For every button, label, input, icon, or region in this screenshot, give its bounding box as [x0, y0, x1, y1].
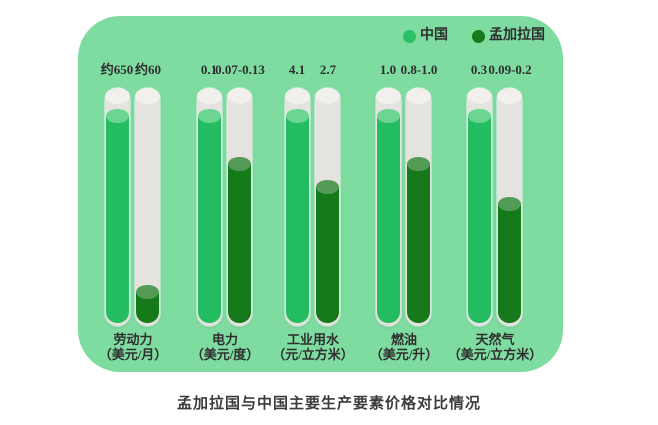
- category-name: 燃油: [390, 332, 417, 347]
- bar-group: 0.3 0.09-0.2 天然气 （美元/立方米）: [448, 16, 543, 372]
- value-label-bangladesh: 0.07-0.13: [215, 62, 265, 77]
- tube-bangladesh: [406, 88, 431, 326]
- category-name: 天然气: [475, 332, 515, 347]
- tube-pair: [197, 88, 252, 326]
- category-label: 工业用水 （元/立方米）: [272, 332, 354, 362]
- tube-bangladesh: [227, 88, 252, 326]
- fill-bangladesh: [136, 285, 159, 323]
- bar-group: 4.1 2.7 工业用水 （元/立方米）: [272, 16, 354, 372]
- tube-china: [467, 88, 492, 326]
- bar-group: 1.0 0.8-1.0 燃油 （美元/升）: [370, 16, 439, 372]
- bar-group: 0.1 0.07-0.13 电力 （美元/度）: [191, 16, 265, 372]
- legend-item-bangladesh: 孟加拉国: [472, 29, 545, 43]
- legend-label-china: 中国: [420, 28, 448, 43]
- category-unit: （元/立方米）: [272, 347, 354, 362]
- value-label-china: 0.3: [470, 62, 488, 77]
- value-label-bangladesh: 0.09-0.2: [488, 62, 532, 77]
- tube-china: [197, 88, 222, 326]
- fill-china: [106, 108, 129, 323]
- value-label-china: 1.0: [379, 62, 397, 77]
- category-name: 劳动力: [113, 332, 153, 347]
- legend-item-china: 中国: [403, 29, 448, 43]
- value-label-china: 约650: [100, 62, 134, 77]
- category-label: 燃油 （美元/升）: [370, 332, 439, 362]
- fill-bangladesh: [316, 180, 339, 323]
- value-label-bangladesh: 约60: [134, 62, 162, 77]
- category-label: 天然气 （美元/立方米）: [448, 332, 543, 362]
- category-unit: （美元/升）: [369, 347, 439, 362]
- fill-china: [286, 108, 309, 323]
- category-unit: （美元/月）: [98, 347, 168, 362]
- tube-china: [285, 88, 310, 326]
- chart-panel: 中国 孟加拉国 约650 约60 劳动力 （美元/月） 0.1 0.07-0.13 电力 （美…: [78, 16, 563, 372]
- fill-bangladesh: [498, 197, 521, 323]
- category-label: 劳动力 （美元/月）: [99, 332, 168, 362]
- tube-pair: [105, 88, 160, 326]
- value-labels: 0.1 0.07-0.13: [197, 62, 265, 78]
- tube-bangladesh: [497, 88, 522, 326]
- value-labels: 0.3 0.09-0.2: [467, 62, 532, 78]
- chart-title: 孟加拉国与中国主要生产要素价格对比情况: [176, 395, 481, 412]
- category-name: 工业用水: [286, 332, 339, 347]
- tube-china: [105, 88, 130, 326]
- tube-bangladesh: [135, 88, 160, 326]
- value-labels: 4.1 2.7: [285, 62, 340, 78]
- legend-label-bangladesh: 孟加拉国: [489, 28, 545, 43]
- bar-groups: 约650 约60 劳动力 （美元/月） 0.1 0.07-0.13 电力 （美元/度） 4.1 2…: [78, 16, 563, 372]
- legend-dot-china-icon: [403, 29, 416, 43]
- tube-china: [376, 88, 401, 326]
- tube-pair: [467, 88, 522, 326]
- legend-dot-bangladesh-icon: [472, 29, 485, 43]
- value-labels: 约650 约60: [101, 62, 162, 78]
- fill-bangladesh: [407, 156, 430, 323]
- bar-group: 约650 约60 劳动力 （美元/月）: [99, 16, 168, 372]
- value-label-china: 0.1: [200, 62, 218, 77]
- tube-pair: [376, 88, 431, 326]
- category-unit: （美元/立方米）: [447, 347, 543, 362]
- category-unit: （美元/度）: [190, 347, 260, 362]
- value-label-china: 4.1: [288, 62, 306, 77]
- fill-china: [377, 108, 400, 323]
- category-name: 电力: [211, 332, 238, 347]
- category-label: 电力 （美元/度）: [191, 332, 260, 362]
- value-label-bangladesh: 2.7: [319, 62, 337, 77]
- fill-china: [468, 108, 491, 323]
- tube-pair: [285, 88, 340, 326]
- fill-china: [198, 108, 221, 323]
- tube-bangladesh: [315, 88, 340, 326]
- fill-bangladesh: [228, 156, 251, 323]
- value-label-bangladesh: 0.8-1.0: [400, 62, 438, 77]
- legend: 中国 孟加拉国: [403, 29, 545, 43]
- value-labels: 1.0 0.8-1.0: [376, 62, 438, 78]
